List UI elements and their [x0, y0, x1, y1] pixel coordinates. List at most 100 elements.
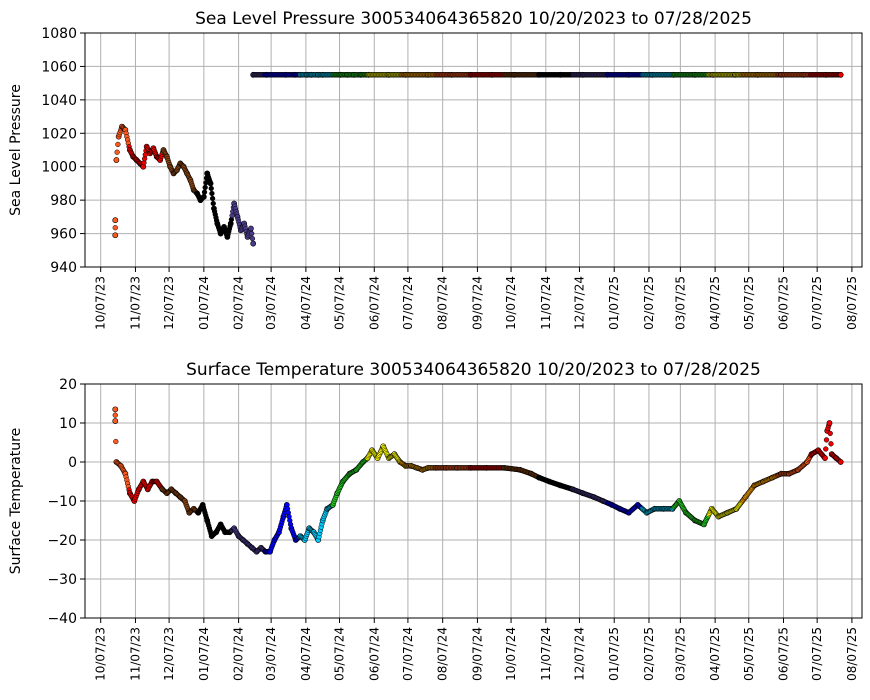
x-tick-label: 07/07/24: [401, 276, 415, 330]
x-tick-label: 10/07/24: [504, 276, 518, 330]
y-tick-label: 20: [59, 377, 77, 393]
data-point: [201, 189, 208, 195]
x-tick-label: 05/07/24: [333, 276, 347, 330]
x-tick-label: 03/07/25: [673, 627, 687, 681]
data-series-1: [112, 123, 257, 247]
y-axis-label: Surface Temperature: [8, 428, 24, 574]
x-tick-label: 09/07/24: [470, 627, 484, 681]
x-tick-label: 12/07/23: [162, 627, 176, 681]
y-tick-label: 1040: [41, 93, 77, 109]
x-tick-label: 08/07/24: [436, 627, 450, 681]
data-point: [210, 200, 216, 207]
x-tick-label: 11/07/23: [128, 276, 142, 330]
x-tick-label: 12/07/24: [572, 276, 586, 330]
data-point: [112, 232, 119, 239]
x-tick-label: 12/07/24: [572, 627, 586, 681]
x-tick-label: 05/07/24: [333, 627, 347, 681]
data-point: [207, 180, 214, 187]
data-point: [112, 225, 118, 231]
x-tick-label: 05/07/25: [742, 276, 756, 330]
data-point: [209, 190, 215, 197]
data-point: [828, 441, 834, 447]
x-tick-label: 11/07/24: [539, 276, 553, 330]
x-tick-label: 10/07/23: [94, 276, 108, 330]
chart-title: Surface Temperature 300534064365820 10/2…: [186, 360, 761, 380]
data-point: [202, 184, 208, 191]
data-point: [826, 420, 833, 426]
x-tick-label: 08/07/25: [845, 276, 859, 330]
x-tick-label: 01/07/24: [197, 627, 211, 681]
y-tick-label: 0: [68, 455, 77, 471]
data-point: [114, 149, 120, 155]
x-tick-label: 11/07/23: [128, 627, 142, 681]
chart-title: Sea Level Pressure 300534064365820 10/20…: [195, 9, 752, 29]
chart-panel-2: 10/07/23 11/07/23 12/07/23 01/07/24 02/07/24…: [8, 360, 863, 681]
data-point: [249, 230, 255, 237]
data-point: [113, 157, 120, 163]
data-point: [115, 141, 121, 148]
data-series-2: [250, 71, 844, 78]
y-tick-label: −30: [47, 572, 77, 588]
x-tick-label: 06/07/25: [777, 276, 791, 330]
x-tick-label: 02/07/24: [232, 276, 246, 330]
x-tick-label: 03/07/24: [264, 627, 278, 681]
y-tick-label: −20: [47, 533, 77, 549]
x-tick-label: 09/07/24: [470, 276, 484, 330]
y-tick-label: −10: [47, 494, 77, 510]
y-tick-label: 960: [50, 227, 77, 243]
data-point: [249, 235, 256, 242]
x-tick-label: 12/07/23: [162, 276, 176, 330]
data-point: [250, 240, 257, 247]
data-point: [112, 418, 119, 424]
y-tick-label: 10: [59, 416, 77, 432]
x-tick-label: 08/07/25: [845, 627, 859, 681]
x-tick-label: 02/07/25: [642, 627, 656, 681]
x-tick-label: 01/07/24: [197, 276, 211, 330]
data-point: [827, 430, 833, 437]
data-point: [112, 406, 119, 413]
x-tick-label: 07/07/25: [810, 627, 824, 681]
data-point: [823, 446, 829, 452]
data-point: [823, 437, 830, 443]
x-tick-label: 04/07/24: [299, 276, 313, 330]
y-tick-label: 1080: [41, 26, 77, 42]
plot-frame: [84, 32, 863, 268]
data-point: [209, 195, 216, 202]
y-tick-label: 940: [50, 260, 77, 276]
data-point: [200, 193, 207, 200]
x-tick-label: 02/07/24: [232, 627, 246, 681]
x-tick-label: 06/07/24: [367, 276, 381, 330]
y-tick-label: 1060: [41, 59, 77, 75]
data-point: [822, 455, 828, 461]
x-tick-label: 10/07/23: [94, 627, 108, 681]
chart-panel-1: 10/07/23 11/07/23 12/07/23 01/07/24 02/07/24…: [8, 9, 863, 330]
x-tick-label: 11/07/24: [539, 627, 553, 681]
x-tick-label: 04/07/24: [299, 627, 313, 681]
x-tick-label: 06/07/24: [367, 627, 381, 681]
data-point: [837, 459, 844, 465]
x-tick-label: 05/07/25: [742, 627, 756, 681]
x-tick-label: 06/07/25: [777, 627, 791, 681]
x-tick-label: 07/07/24: [401, 627, 415, 681]
plot-frame: [84, 383, 863, 619]
data-point: [208, 185, 214, 192]
y-tick-label: 1000: [41, 160, 77, 176]
x-tick-label: 02/07/25: [642, 276, 656, 330]
x-tick-label: 04/07/25: [708, 627, 722, 681]
x-tick-label: 04/07/25: [708, 276, 722, 330]
x-tick-label: 03/07/25: [673, 276, 687, 330]
data-series-1: [112, 406, 844, 555]
y-tick-label: 1020: [41, 126, 77, 142]
data-point: [248, 225, 254, 232]
x-tick-label: 01/07/25: [607, 627, 621, 681]
data-point: [112, 217, 119, 224]
x-tick-label: 03/07/24: [264, 276, 278, 330]
data-point: [113, 438, 119, 445]
x-tick-label: 01/07/25: [607, 276, 621, 330]
y-tick-label: −40: [47, 611, 77, 627]
y-tick-label: 980: [50, 193, 77, 209]
x-tick-label: 07/07/25: [810, 276, 824, 330]
data-point: [112, 412, 118, 418]
